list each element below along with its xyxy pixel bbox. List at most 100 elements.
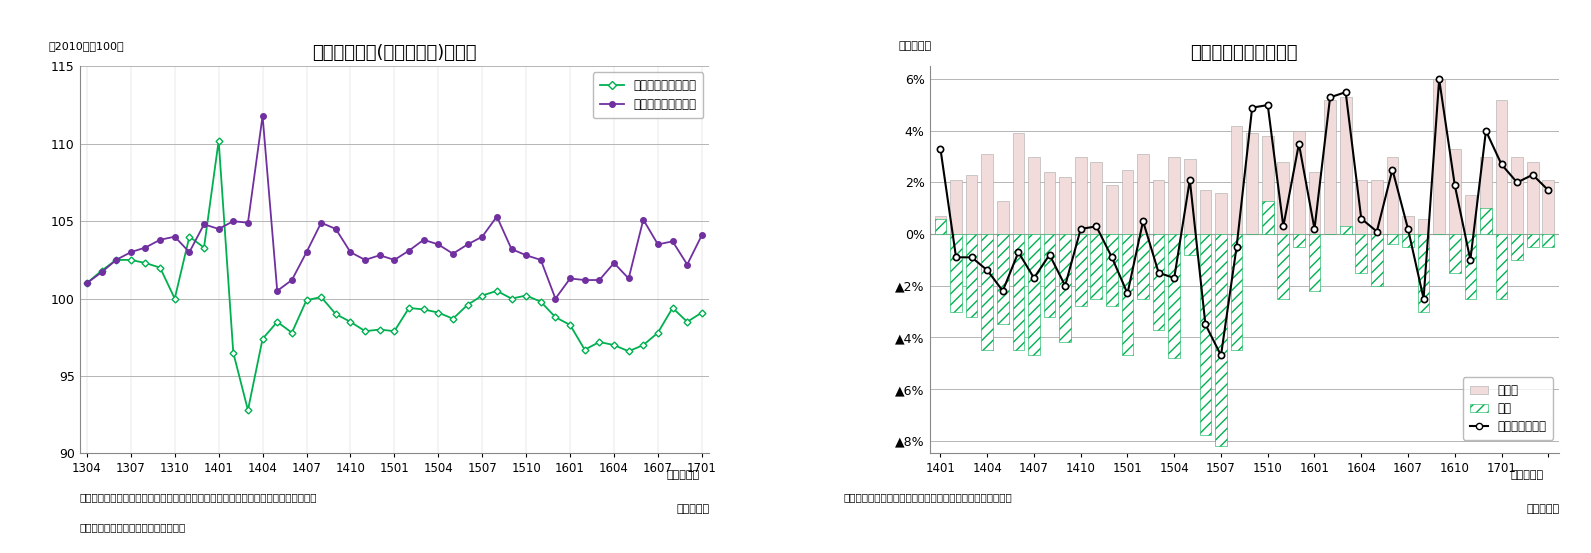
小売販売額（実質） [428,309,447,316]
小売販売額（実質） [253,336,272,342]
外食産業売上高 [1476,128,1496,134]
Bar [1153,234,1165,330]
小売販売額（名目） [355,257,374,263]
小売販売額（実質） [135,260,154,267]
小売販売額（名目） [267,288,286,294]
小売販売額（実質） [92,268,111,274]
Text: （年・月）: （年・月） [1510,470,1543,480]
Bar [982,154,993,234]
外食産業売上高 [1492,161,1511,168]
Bar [1418,234,1429,311]
小売販売額（名目） [282,276,301,283]
外食産業売上高 [1041,252,1060,258]
外食産業売上高 [1258,102,1278,108]
外食産業売上高 [1523,171,1542,178]
小売販売額（実質） [531,299,550,305]
外食産業売上高 [1196,321,1216,328]
Line: 小売販売額（名目）: 小売販売額（名目） [84,113,705,301]
外食産業売上高 [1367,228,1386,235]
小売販売額（実質） [576,346,595,353]
小売販売額（名目） [517,252,536,259]
小売販売額（名目） [458,241,477,248]
Bar [1262,201,1273,234]
小売販売額（名目） [151,237,170,243]
Bar [1216,193,1227,234]
外食産業売上高 [1009,249,1028,255]
Bar [1246,133,1258,234]
小売販売額（実質） [151,264,170,271]
小売販売額（名目） [560,275,579,282]
小売販売額（実質） [560,322,579,328]
Title: 外食産業売上高の推移: 外食産業売上高の推移 [1190,44,1298,62]
小売販売額（名目） [312,220,331,226]
Bar [966,234,977,317]
小売販売額（名目） [253,113,272,119]
小売販売額（実質） [208,137,228,144]
外食産業売上高 [1087,223,1106,229]
小売販売額（実質） [649,330,668,336]
Bar [1464,234,1476,299]
外食産業売上高 [1133,218,1152,225]
小売販売額（実質） [692,309,711,316]
Text: （年・月）: （年・月） [667,470,700,480]
Bar [1511,234,1523,260]
Line: 外食産業売上高: 外食産業売上高 [937,76,1551,358]
Bar [1106,234,1118,306]
小売販売額（名目） [239,220,258,226]
小売販売額（実質） [517,292,536,299]
Bar [1231,234,1243,350]
外食産業売上高 [1181,176,1200,183]
Bar [1449,149,1461,234]
小売販売額（実質） [78,280,97,286]
小売販売額（実質） [590,338,609,345]
Bar [1044,234,1055,317]
Text: （前年比）: （前年比） [897,41,931,51]
外食産業売上高 [1508,179,1527,186]
小売販売額（名目） [135,244,154,251]
小売販売額（実質） [414,306,433,313]
Bar [934,218,947,234]
外食産業売上高 [1461,257,1480,263]
Bar [1122,234,1133,356]
外食産業売上高 [1336,89,1356,96]
小売販売額（名目） [92,269,111,275]
Bar [950,180,963,234]
小売販売額（名目） [663,238,683,244]
Bar [1340,226,1351,234]
小売販売額（実質） [444,315,463,322]
小売販売額（名目） [531,257,550,263]
外食産業売上高 [1243,105,1262,111]
外食産業売上高 [1383,166,1402,173]
Bar [1200,234,1211,435]
Bar [1542,234,1554,247]
Bar [1324,100,1336,234]
小売販売額（実質） [546,314,565,321]
Bar [1216,234,1227,446]
外食産業売上高 [1211,352,1230,359]
小売販売額（名目） [326,226,345,232]
小売販売額（実質） [399,305,418,311]
小売販売額（名目） [444,251,463,257]
外食産業売上高 [1398,226,1418,232]
小売販売額（名目） [501,246,520,252]
外食産業売上高 [963,254,982,260]
外食産業売上高 [1118,290,1138,297]
Text: （資料）日本フードサービス協会「外食産業市場動向調査」: （資料）日本フードサービス協会「外食産業市場動向調査」 [843,492,1012,502]
小売販売額（名目） [399,247,418,254]
小売販売額（名目） [546,295,565,302]
Bar [1184,234,1196,255]
Bar [1090,162,1103,234]
小売販売額（名目） [678,261,697,268]
外食産業売上高 [1430,76,1449,82]
小売販売額（実質） [487,288,506,294]
小売販売額（名目） [649,241,668,248]
Bar [1496,234,1507,299]
Bar [1200,190,1211,234]
小売販売額（名目） [692,232,711,238]
Bar [1449,234,1461,273]
小売販売額（実質） [180,233,199,240]
小売販売額（実質） [619,348,638,354]
小売販売額（実質） [121,257,140,263]
小売販売額（実質） [326,311,345,317]
Bar [1012,133,1025,234]
